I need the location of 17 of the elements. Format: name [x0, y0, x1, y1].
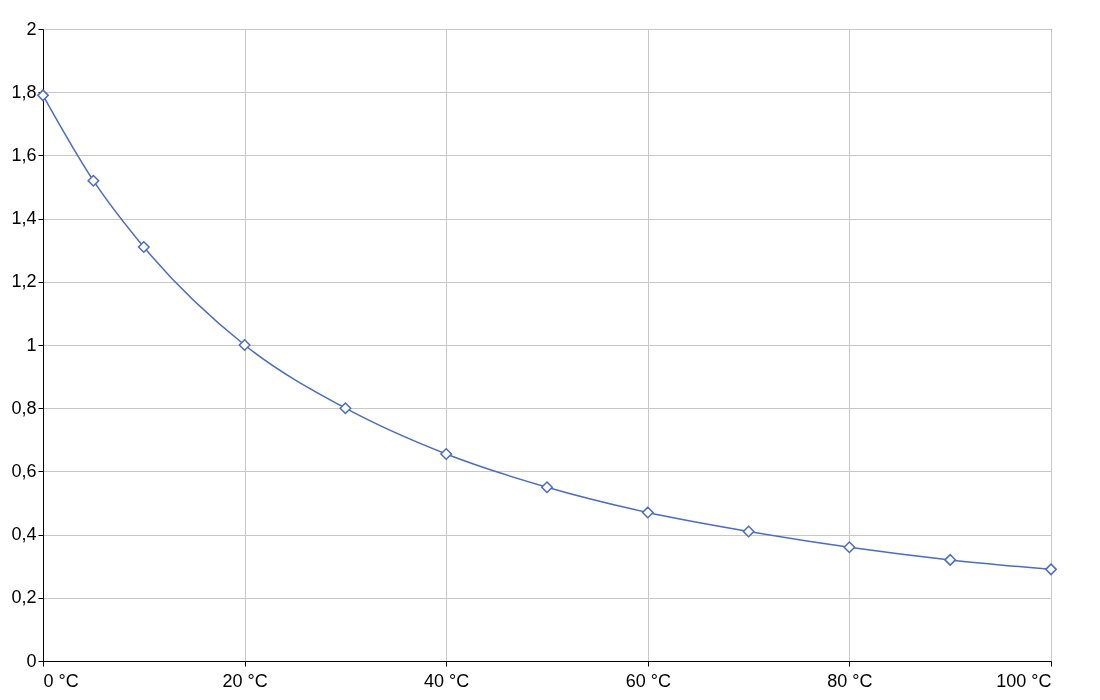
y-tick-label: 1,4	[11, 208, 37, 229]
y-tick-label: 0	[26, 650, 37, 671]
y-tick-label: 0,8	[11, 397, 37, 418]
y-tick-label: 1	[26, 334, 37, 355]
y-tick-label: 0,4	[11, 524, 37, 545]
y-tick-label: 1,8	[11, 81, 37, 102]
y-tick-label: 2	[26, 18, 37, 39]
x-tick-label: 0 °C	[43, 670, 79, 691]
x-tick-label: 20 °C	[222, 670, 268, 691]
y-tick-label: 1,2	[11, 271, 37, 292]
x-tick-label: 100 °C	[996, 670, 1052, 691]
x-tick-label: 80 °C	[827, 670, 873, 691]
y-tick-label: 1,6	[11, 144, 37, 165]
y-tick-label: 0,6	[11, 460, 37, 481]
x-tick-label: 60 °C	[625, 670, 671, 691]
x-tick-label: 40 °C	[424, 670, 470, 691]
y-tick-label: 0,2	[11, 587, 37, 608]
